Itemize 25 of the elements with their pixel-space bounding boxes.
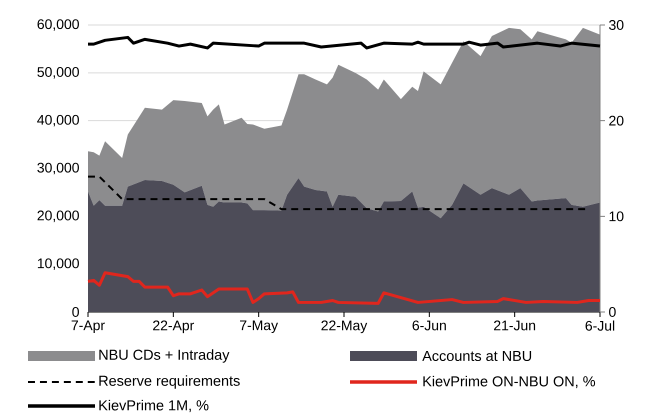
x-tick-label: 22-Apr — [153, 320, 194, 334]
y-tick-label: 10,000 — [38, 258, 79, 270]
x-tick-label: 21-Jun — [494, 320, 536, 330]
y-tick-label: 20,000 — [38, 210, 79, 222]
x-tick-label: 6-Jul — [586, 320, 614, 331]
legend-label: Accounts at NBU — [422, 350, 532, 362]
y2-tick-label: 10 — [610, 211, 624, 222]
legend-label: NBU CDs + Intraday — [99, 349, 230, 363]
legend-label: KievPrime 1M, % — [99, 400, 208, 412]
x-tick-label: 6-Jun — [412, 320, 446, 330]
y2-tick-label: 30 — [609, 20, 624, 30]
x-tick-label: 22-May — [321, 320, 368, 334]
line-series — [86, 271, 602, 305]
y2-tick-label: 20 — [609, 116, 624, 126]
y-tick-label: 30,000 — [37, 162, 79, 174]
line-series — [86, 36, 602, 50]
y-tick-label: 40,000 — [37, 114, 79, 126]
legend-label: KievPrime ON-NBU ON, % — [423, 376, 596, 388]
y-tick-label: 0 — [72, 307, 79, 317]
y-tick-label: 50,000 — [37, 67, 79, 79]
x-tick-label: 7-May — [240, 320, 278, 333]
y-tick-label: 60,000 — [38, 19, 79, 31]
x-tick-label: 7-Apr — [72, 320, 105, 333]
y2-tick-label: 0 — [609, 307, 616, 317]
legend-label: Reserve requirements — [99, 375, 240, 389]
